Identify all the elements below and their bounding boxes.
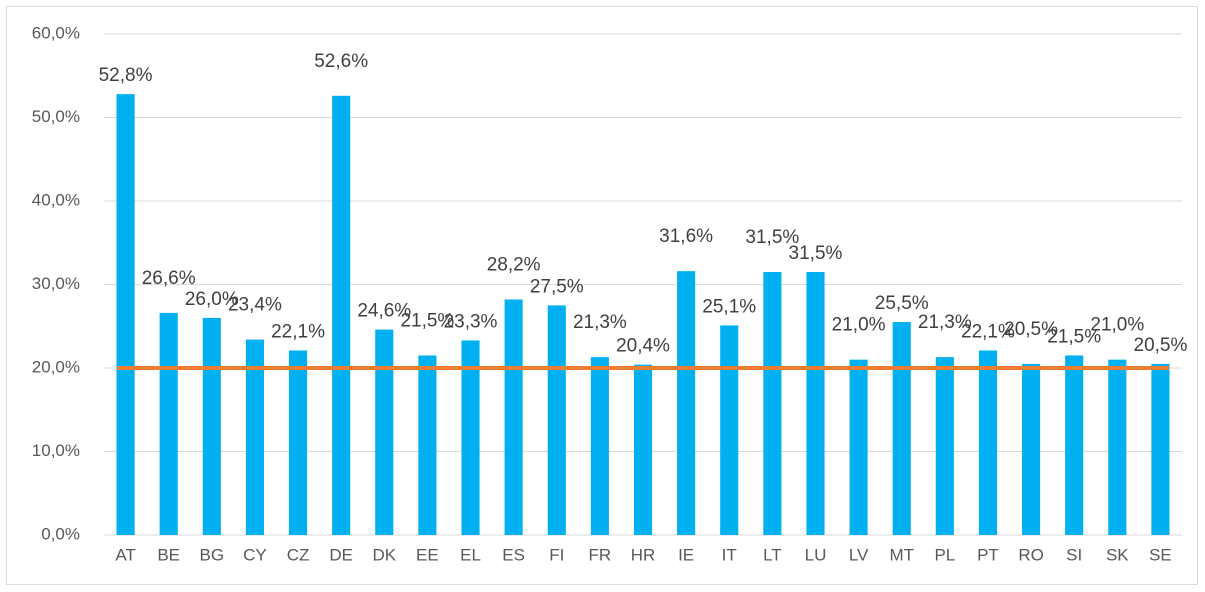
x-tick-label: BG — [200, 545, 225, 564]
y-tick-label: 0,0% — [41, 524, 80, 543]
bar — [720, 325, 739, 535]
bar — [547, 305, 566, 535]
data-label: 31,5% — [789, 243, 843, 264]
x-tick-label: MT — [889, 545, 914, 564]
x-tick-label: CY — [243, 545, 267, 564]
bar — [892, 322, 911, 535]
data-label: 26,0% — [185, 289, 239, 310]
x-tick-label: LV — [849, 545, 869, 564]
data-label: 21,3% — [918, 312, 972, 333]
bar — [202, 317, 221, 535]
y-tick-label: 10,0% — [32, 441, 80, 460]
x-tick-label: RO — [1018, 545, 1044, 564]
bar — [978, 350, 998, 535]
data-label: 24,6% — [357, 301, 411, 322]
data-label: 28,2% — [487, 255, 541, 276]
bar — [418, 355, 437, 535]
x-tick-label: FR — [589, 545, 612, 564]
data-label: 20,5% — [1004, 319, 1058, 340]
bar — [590, 357, 609, 535]
x-tick-label: EL — [460, 545, 481, 564]
x-tick-label: IE — [678, 545, 694, 564]
y-tick-label: 50,0% — [32, 107, 80, 126]
data-label: 31,5% — [745, 227, 799, 248]
data-label: 25,5% — [875, 293, 929, 314]
bar — [1065, 355, 1084, 535]
y-tick-label: 20,0% — [32, 357, 80, 376]
x-tick-label: EE — [416, 545, 439, 564]
bar — [116, 94, 135, 536]
data-label: 22,1% — [271, 321, 325, 342]
x-tick-label: SE — [1149, 545, 1172, 564]
y-tick-label: 60,0% — [32, 23, 80, 42]
x-tick-label: LT — [763, 545, 782, 564]
x-tick-label: PL — [934, 545, 955, 564]
data-label: 52,6% — [314, 51, 368, 72]
data-label: 52,8% — [99, 65, 153, 86]
data-label: 27,5% — [530, 276, 584, 297]
data-label: 21,5% — [400, 310, 454, 331]
data-label: 26,6% — [142, 268, 196, 289]
y-tick-label: 40,0% — [32, 190, 80, 209]
data-label: 20,4% — [616, 336, 670, 357]
bar — [288, 350, 308, 535]
bar — [504, 299, 523, 535]
data-label: 21,0% — [832, 315, 886, 336]
bar — [849, 359, 868, 535]
x-tick-label: ES — [502, 545, 525, 564]
x-tick-label: FI — [549, 545, 564, 564]
bar — [633, 364, 653, 535]
x-tick-label: SK — [1106, 545, 1129, 564]
y-tick-label: 30,0% — [32, 274, 80, 293]
bar — [375, 329, 394, 535]
bar — [763, 271, 782, 535]
x-tick-label: IT — [722, 545, 737, 564]
x-tick-label: HR — [631, 545, 656, 564]
bar — [461, 340, 480, 535]
x-tick-label: LU — [805, 545, 827, 564]
bar — [677, 271, 696, 535]
data-label: 20,5% — [1134, 335, 1188, 356]
data-label: 31,6% — [659, 226, 713, 247]
bar — [1022, 363, 1041, 535]
data-label: 22,1% — [961, 321, 1015, 342]
x-tick-label: PT — [977, 545, 999, 564]
data-label: 23,3% — [444, 311, 498, 332]
bar — [245, 339, 264, 535]
x-tick-label: DE — [329, 545, 353, 564]
x-tick-label: BE — [157, 545, 180, 564]
data-label: 21,0% — [1090, 315, 1144, 336]
data-label: 25,1% — [702, 296, 756, 317]
data-label: 23,4% — [228, 295, 282, 316]
bar — [332, 95, 351, 535]
bar — [1108, 359, 1127, 535]
bar — [935, 357, 954, 535]
bar — [806, 271, 825, 535]
x-tick-label: SI — [1066, 545, 1082, 564]
bar — [1151, 363, 1170, 535]
x-tick-label: CZ — [287, 545, 310, 564]
data-label: 21,3% — [573, 312, 627, 333]
x-tick-label: AT — [115, 545, 135, 564]
data-label: 21,5% — [1047, 326, 1101, 347]
x-tick-label: DK — [372, 545, 396, 564]
bar — [159, 312, 178, 535]
